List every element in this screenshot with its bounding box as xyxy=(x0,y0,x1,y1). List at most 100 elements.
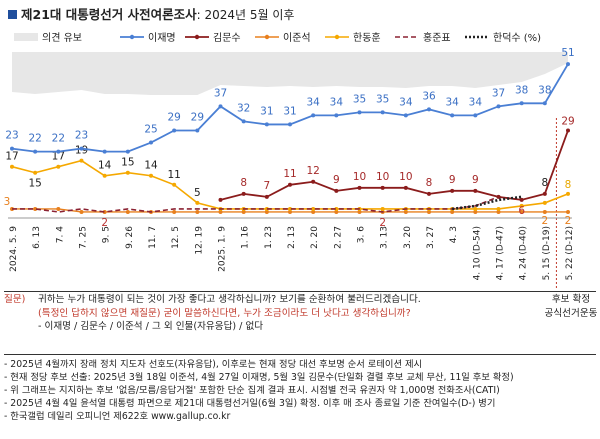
data-point-한동훈 xyxy=(33,170,38,175)
x-tick-label: 12. 5 xyxy=(171,226,181,249)
data-point-한동훈 xyxy=(566,191,570,196)
data-point-김문수 xyxy=(566,128,570,133)
data-label-이재명: 37 xyxy=(214,87,227,99)
data-point-이준석 xyxy=(241,209,246,214)
data-point-이재명 xyxy=(357,110,362,115)
data-point-한동훈 xyxy=(149,173,153,178)
data-point-이준석 xyxy=(473,209,478,214)
data-label-이재명: 38 xyxy=(538,84,551,96)
data-point-이재명 xyxy=(519,101,524,106)
data-point-이준석 xyxy=(56,206,61,211)
data-label-이재명: 23 xyxy=(5,130,18,142)
data-label-이재명: 22 xyxy=(28,133,41,145)
data-point-김문수 xyxy=(380,185,385,190)
data-label-한동훈: 8 xyxy=(565,179,572,191)
data-point-김문수 xyxy=(311,179,316,184)
data-point-한동훈 xyxy=(380,206,385,211)
side-note-line1: 후보 확정 xyxy=(551,294,591,305)
x-tick-label: 3. 27 xyxy=(426,226,436,249)
data-point-김문수 xyxy=(357,185,362,190)
data-point-이준석 xyxy=(566,209,570,214)
data-label-김문수: 9 xyxy=(449,174,456,186)
note-line: - 위 그래프는 지지하는 후보 '없음/모름/응답거절' 포함한 단순 집계 … xyxy=(4,384,500,396)
data-point-이재명 xyxy=(380,110,385,115)
side-note-line2: 공식선거운동 xyxy=(544,307,598,319)
x-tick-label: 9. 5 xyxy=(102,226,112,243)
data-label-김문수: 10 xyxy=(376,171,389,183)
data-point-김문수 xyxy=(241,191,246,196)
data-point-한동훈 xyxy=(172,182,177,187)
legend-marker xyxy=(334,34,340,40)
data-point-김문수 xyxy=(473,188,478,193)
data-point-이준석 xyxy=(195,209,200,214)
data-point-이재명 xyxy=(149,140,153,145)
legend-label: 한덕수 (%) xyxy=(493,32,541,44)
data-label-김문수: 10 xyxy=(353,171,366,183)
data-point-이재명 xyxy=(195,128,200,133)
data-label-이재명: 34 xyxy=(445,96,459,108)
data-point-한동훈 xyxy=(311,206,316,211)
data-label-김문수: 11 xyxy=(283,168,296,180)
x-tick-label: 4. 3 xyxy=(449,226,459,243)
data-point-이재명 xyxy=(496,104,501,109)
data-point-이재명 xyxy=(102,149,107,154)
data-point-이재명 xyxy=(56,149,61,154)
data-point-한동훈 xyxy=(195,200,200,205)
data-label-김문수: 8 xyxy=(426,177,433,189)
data-point-이준석 xyxy=(519,209,524,214)
legend-label: 한동훈 xyxy=(353,31,381,44)
data-point-김문수 xyxy=(288,182,292,187)
x-tick-label: 3. 13 xyxy=(380,226,390,249)
data-point-이준석 xyxy=(450,209,455,214)
data-label-이재명: 35 xyxy=(376,93,389,105)
data-point-이준석 xyxy=(542,209,547,214)
data-label-김문수: 10 xyxy=(399,171,412,183)
data-point-한동훈 xyxy=(334,206,339,211)
data-point-한동훈 xyxy=(542,200,547,205)
x-tick-label: 2. 27 xyxy=(333,226,343,249)
data-label-이준석: 2 xyxy=(541,215,548,227)
x-tick-label: 6. 13 xyxy=(32,226,42,249)
x-tick-label: 2. 13 xyxy=(287,226,297,249)
x-tick-label: 12. 19 xyxy=(194,226,204,255)
legend-marker xyxy=(129,34,135,40)
data-point-이준석 xyxy=(496,209,501,214)
question-line3: - 이재명 / 김문수 / 이준석 / 그 외 인물(자유응답) / 없다 xyxy=(38,321,264,332)
data-label-한동훈: 14 xyxy=(98,160,112,172)
data-point-이재명 xyxy=(125,149,130,154)
data-label-한동훈: 11 xyxy=(167,169,180,181)
data-label-이재명: 34 xyxy=(469,96,483,108)
data-label-이준석: 2 xyxy=(565,215,572,227)
x-tick-label: 1. 23 xyxy=(264,226,274,249)
data-point-김문수 xyxy=(403,185,408,190)
data-label-이재명: 37 xyxy=(492,87,505,99)
data-label-이재명: 31 xyxy=(283,105,296,117)
x-tick-label: 2024. 5. 9 xyxy=(9,226,19,272)
data-point-한동훈 xyxy=(473,206,478,211)
x-tick-label: 3. 20 xyxy=(403,226,413,249)
data-label-한동훈: 14 xyxy=(144,160,158,172)
note-line: - 2025년 4월까지 장래 정치 지도자 선호도(자유응답), 이후로는 현… xyxy=(4,359,423,370)
data-label-이재명: 22 xyxy=(52,133,65,145)
data-label-이재명: 25 xyxy=(144,124,157,136)
data-label-김문수: 29 xyxy=(561,115,574,127)
data-point-이재명 xyxy=(172,128,177,133)
x-tick-label: 1. 16 xyxy=(241,226,251,249)
data-point-한동훈 xyxy=(79,158,84,163)
data-point-이준석 xyxy=(79,209,84,214)
divider-top xyxy=(4,291,596,292)
data-point-이재명 xyxy=(241,119,246,124)
data-label-이재명: 31 xyxy=(260,105,273,117)
legend-label: 홍준표 xyxy=(423,31,451,44)
question-line2: (특정인 답하지 않으면 재질문) 굳이 말씀하신다면, 누가 조금이라도 더 … xyxy=(38,307,411,319)
title-sub: : 2024년 5월 이후 xyxy=(196,8,295,22)
title-main: 제21대 대통령선거 사전여론조사 xyxy=(21,7,197,22)
data-point-김문수 xyxy=(496,194,501,199)
data-point-이재명 xyxy=(566,62,570,67)
x-tick-label: 4. 24 (D-40) xyxy=(519,226,529,280)
x-tick-label: 7. 4 xyxy=(55,226,65,243)
data-label-김문수: 7 xyxy=(263,180,270,192)
data-label-이재명: 35 xyxy=(353,93,366,105)
series-line-홍준표 xyxy=(12,196,522,213)
